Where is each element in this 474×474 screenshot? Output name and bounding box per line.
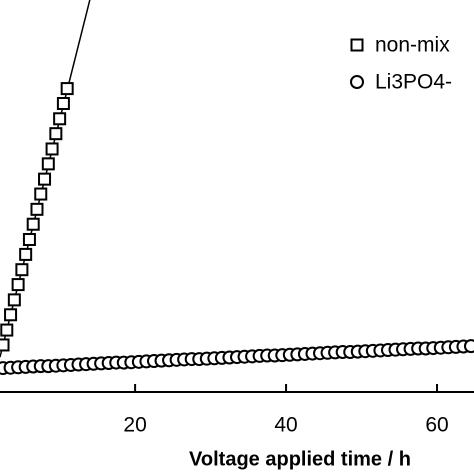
legend-marker: [350, 75, 364, 89]
data-point: [34, 187, 48, 201]
data-point: [53, 112, 67, 126]
data-point: [26, 217, 40, 231]
data-point: [7, 293, 21, 307]
data-point: [56, 96, 70, 110]
data-point: [60, 82, 74, 96]
data-point: [4, 308, 18, 322]
data-point: [19, 247, 33, 261]
data-point: [22, 233, 36, 247]
legend-marker: [350, 38, 364, 52]
data-point: [45, 142, 59, 156]
data-point: [38, 172, 52, 186]
legend-label: Li3PO4-: [375, 71, 452, 94]
data-point: [11, 278, 25, 292]
data-point: [15, 263, 29, 277]
x-axis-label: Voltage applied time / h: [189, 448, 411, 470]
data-point: [463, 339, 474, 354]
legend-label: non-mix: [375, 34, 450, 57]
x-tick-label: 20: [123, 414, 146, 437]
data-point: [30, 202, 44, 216]
x-tick-label: 60: [425, 414, 448, 437]
data-point: [41, 157, 55, 171]
x-tick-label: 40: [274, 414, 297, 437]
data-point: [49, 127, 63, 141]
data-point: [0, 323, 14, 337]
data-point: [0, 338, 10, 352]
